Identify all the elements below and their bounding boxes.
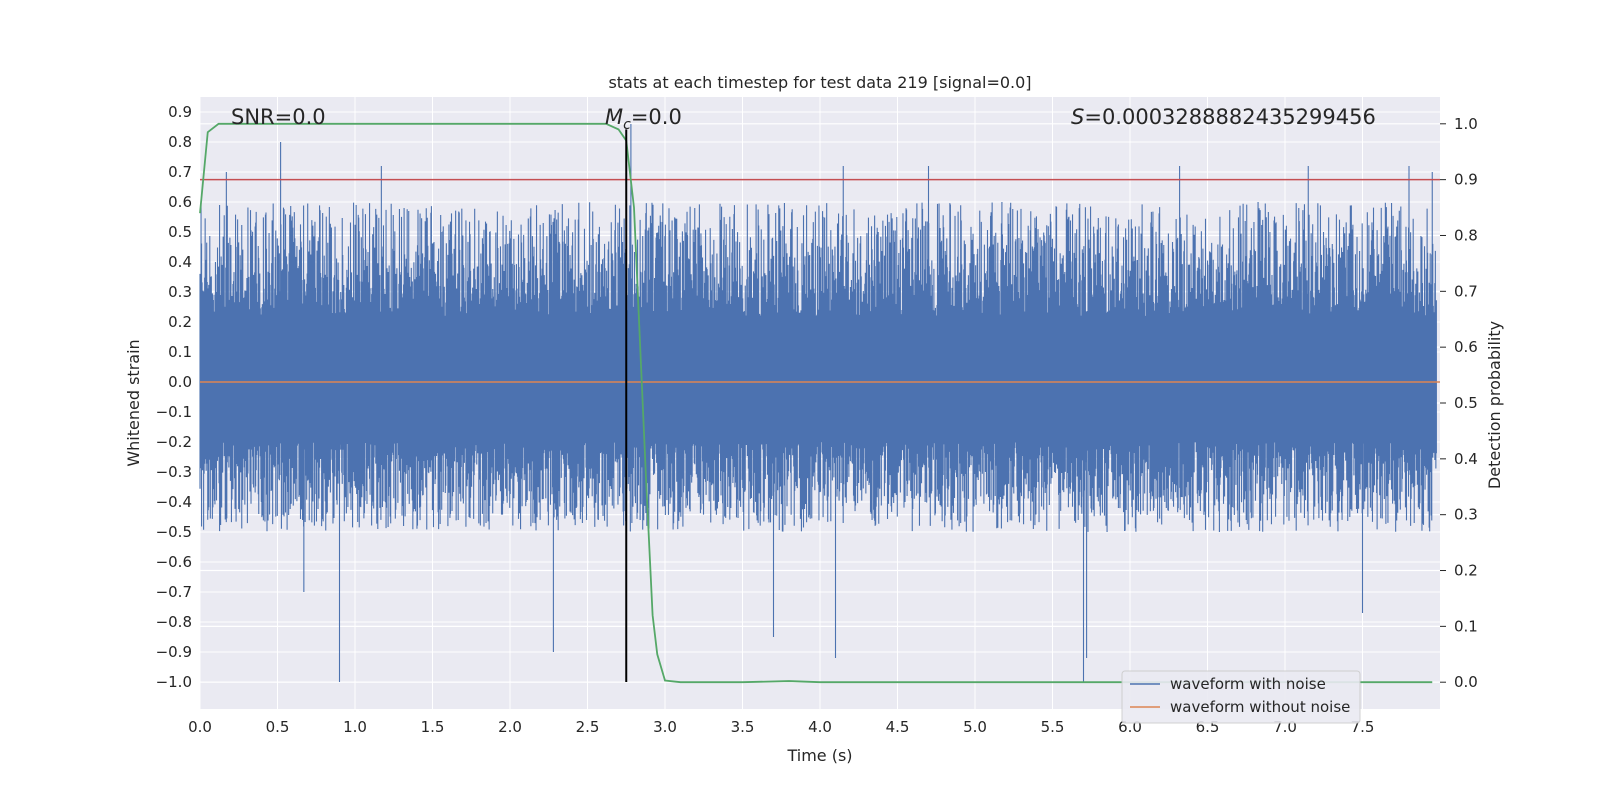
y-left-tick-label: −0.3 [156, 463, 192, 481]
chart-title: stats at each timestep for test data 219… [608, 73, 1031, 92]
y-left-tick-label: 0.9 [168, 103, 192, 121]
y-left-tick-label: −0.8 [156, 613, 192, 631]
y-left-tick-label: 0.6 [168, 193, 192, 211]
y-left-tick-label: −0.7 [156, 583, 192, 601]
y-left-axis-ticks: 0.9 0.8 0.7 0.6 0.5 0.4 0.3 0.2 0.1 0.0 −0.1 −0.2 −0… [156, 103, 192, 691]
y-right-tick-label: 0.5 [1454, 394, 1478, 412]
x-tick-label: 4.0 [808, 718, 832, 736]
y-right-tick-label: 1.0 [1454, 115, 1478, 133]
x-tick-label: 1.5 [421, 718, 445, 736]
x-tick-label: 4.5 [886, 718, 910, 736]
y-right-tick-label: 0.2 [1454, 562, 1478, 580]
y-left-tick-label: 0.7 [168, 163, 192, 181]
snr-annotation: SNR=0.0 [231, 105, 326, 129]
y-right-tick-label: 0.7 [1454, 282, 1478, 300]
x-tick-label: 3.5 [731, 718, 755, 736]
legend-label-clean: waveform without noise [1170, 698, 1350, 716]
y-right-axis-ticks: 1.0 0.9 0.8 0.7 0.6 0.5 0.4 0.3 0.2 0.1 0.0 [1440, 115, 1478, 691]
y-left-tick-label: −0.6 [156, 553, 192, 571]
x-tick-label: 5.5 [1041, 718, 1065, 736]
s-annotation: S=0.0003288882435299456 [1071, 105, 1376, 129]
legend-box [1121, 670, 1361, 724]
y-left-tick-label: −0.5 [156, 523, 192, 541]
y-right-tick-label: 0.3 [1454, 506, 1478, 524]
y-right-tick-label: 0.1 [1454, 617, 1478, 635]
x-tick-label: 0.5 [266, 718, 290, 736]
y-left-tick-label: −0.1 [156, 403, 192, 421]
series-detection-probability [199, 122, 1433, 684]
y-right-tick-label: 0.4 [1454, 450, 1478, 468]
x-tick-label: 1.0 [343, 718, 367, 736]
y-left-tick-label: −1.0 [156, 673, 192, 691]
y-right-tick-label: 0.9 [1454, 171, 1478, 189]
y-right-tick-label: 0.0 [1454, 673, 1478, 691]
x-axis-label: Time (s) [786, 746, 852, 765]
y-left-tick-label: −0.2 [156, 433, 192, 451]
x-axis-ticks: 0.0 0.5 1.0 1.5 2.0 2.5 3.0 3.5 4.0 4.5 5.0 5.5 6.0 6… [188, 718, 1374, 736]
y-right-tick-label: 0.6 [1454, 338, 1478, 356]
legend: waveform with noise waveform without noi… [1121, 670, 1361, 724]
y-left-axis-label: Whitened strain [124, 339, 143, 466]
y-right-axis-label: Detection probability [1485, 321, 1504, 489]
x-tick-label: 2.5 [576, 718, 600, 736]
y-left-tick-label: 0.2 [168, 313, 192, 331]
y-left-tick-label: 0.8 [168, 133, 192, 151]
y-left-tick-label: 0.5 [168, 223, 192, 241]
legend-label-noise: waveform with noise [1170, 675, 1326, 693]
x-tick-label: 2.0 [498, 718, 522, 736]
x-tick-label: 5.0 [963, 718, 987, 736]
y-left-tick-label: 0.1 [168, 343, 192, 361]
y-left-tick-label: 0.3 [168, 283, 192, 301]
mc-annotation: Mc=0.0 [605, 105, 682, 133]
x-tick-label: 0.0 [188, 718, 212, 736]
y-right-tick-label: 0.8 [1454, 226, 1478, 244]
y-left-tick-label: 0.4 [168, 253, 192, 271]
y-left-tick-label: −0.9 [156, 643, 192, 661]
y-left-tick-label: 0.0 [168, 373, 192, 391]
y-left-tick-label: −0.4 [156, 493, 192, 511]
x-tick-label: 3.0 [653, 718, 677, 736]
